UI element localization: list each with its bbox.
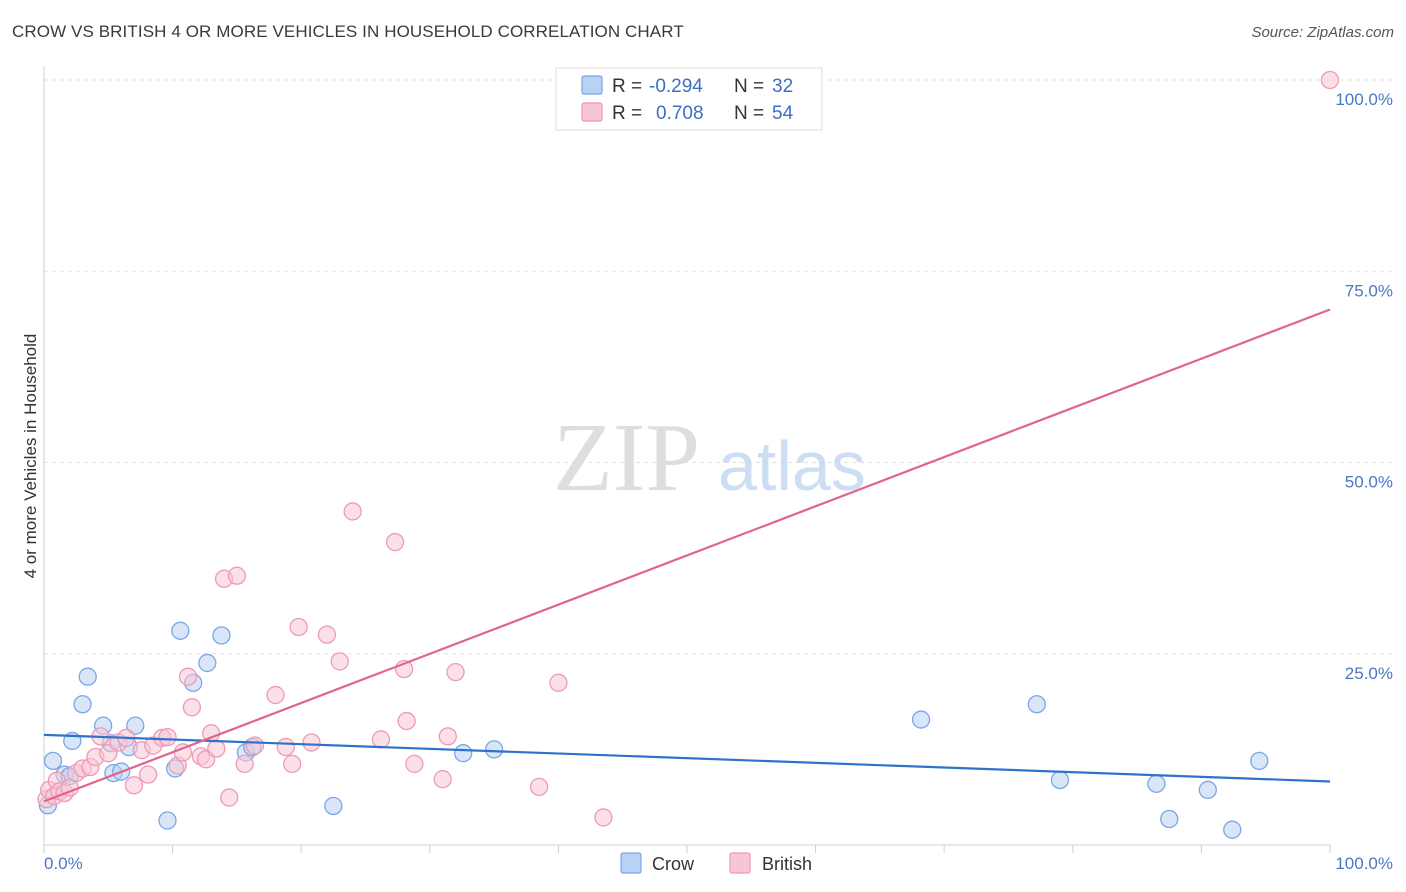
y-tick-label-75: 75.0% <box>1345 281 1393 300</box>
legend-crow-n-label: N = <box>734 76 764 97</box>
bottom-legend-swatch-british <box>729 852 751 874</box>
british-point-15 <box>124 776 144 795</box>
crow-point-26 <box>1147 774 1166 793</box>
british-point-28 <box>207 739 226 758</box>
legend-british-n-label: N = <box>734 103 764 124</box>
crow-point-14 <box>171 621 190 640</box>
bottom-legend: Crow British <box>620 852 812 874</box>
crow-point-12 <box>158 811 177 830</box>
crow-point-5 <box>78 667 97 686</box>
crow-trend-line <box>43 733 1331 783</box>
bottom-legend-crow: Crow <box>652 854 695 874</box>
british-point-34 <box>266 685 285 705</box>
british-point-37 <box>289 617 308 637</box>
crow-point-28 <box>1198 780 1217 800</box>
legend-crow-n-value: 32 <box>772 76 793 97</box>
british-points <box>37 70 1340 827</box>
tick-labels: 25.0% 50.0% 75.0% 100.0% 0.0% 100.0% <box>44 90 1393 873</box>
legend-box: R = -0.294 N = 32 R = 0.708 N = 54 <box>555 67 823 131</box>
x-tick-label-100: 100.0% <box>1335 854 1393 873</box>
british-point-46 <box>405 754 424 774</box>
crow-point-16 <box>198 653 217 673</box>
british-point-24 <box>182 698 202 717</box>
british-point-40 <box>330 652 349 671</box>
y-tick-label-100: 100.0% <box>1335 90 1393 109</box>
british-point-41 <box>343 502 362 521</box>
legend-crow-r-value: -0.294 <box>649 76 703 97</box>
crow-point-21 <box>454 744 473 763</box>
legend-british-n-value: 54 <box>772 103 794 124</box>
crow-point-30 <box>1250 751 1269 770</box>
crow-point-22 <box>484 740 504 759</box>
legend-swatch-crow <box>581 75 603 95</box>
british-point-23 <box>178 667 198 686</box>
british-point-33 <box>245 736 265 755</box>
gridlines <box>44 79 1392 655</box>
british-point-35 <box>276 737 295 757</box>
crow-point-25 <box>1050 770 1070 790</box>
british-point-51 <box>549 673 568 692</box>
british-point-52 <box>594 808 613 827</box>
british-point-38 <box>302 733 321 752</box>
british-point-43 <box>385 532 405 552</box>
british-point-48 <box>438 727 457 746</box>
british-point-47 <box>433 770 452 789</box>
british-point-53 <box>1320 70 1340 90</box>
british-point-17 <box>139 765 158 784</box>
y-tick-label-50: 50.0% <box>1345 473 1393 492</box>
legend-swatch-british <box>581 102 603 122</box>
bottom-legend-swatch-crow <box>620 852 642 874</box>
british-point-31 <box>227 566 247 585</box>
crow-point-17 <box>212 626 231 645</box>
watermark-zip: ZIP <box>553 404 700 512</box>
y-tick-label-25: 25.0% <box>1345 664 1393 683</box>
british-point-32 <box>235 754 254 774</box>
x-tick-label-0: 0.0% <box>44 854 83 873</box>
crow-point-29 <box>1223 820 1242 839</box>
crow-point-23 <box>911 710 931 729</box>
crow-point-20 <box>324 796 343 816</box>
british-point-45 <box>397 711 416 731</box>
british-point-30 <box>220 788 239 807</box>
watermark-atlas: atlas <box>718 427 866 505</box>
british-trend-line <box>43 308 1331 803</box>
british-point-39 <box>317 625 337 644</box>
crow-point-4 <box>73 695 92 714</box>
legend-british-r-label: R = <box>612 103 642 124</box>
axes <box>43 66 1331 853</box>
british-point-50 <box>529 777 549 797</box>
crow-points <box>38 621 1269 839</box>
crow-point-27 <box>1160 809 1179 829</box>
crow-point-1 <box>43 751 63 770</box>
y-axis-label: 4 or more Vehicles in Household <box>21 334 40 579</box>
british-point-49 <box>446 662 465 682</box>
british-point-20 <box>158 727 177 747</box>
crow-point-11 <box>126 716 145 735</box>
british-point-42 <box>371 730 391 749</box>
trend-lines <box>43 308 1331 803</box>
legend-crow-r-label: R = <box>612 76 642 97</box>
british-point-36 <box>283 754 302 774</box>
chart-title: CROW VS BRITISH 4 OR MORE VEHICLES IN HO… <box>12 22 684 41</box>
watermark: ZIP atlas <box>553 404 866 512</box>
crow-point-24 <box>1027 695 1046 714</box>
legend-british-r-value: 0.708 <box>656 103 704 124</box>
chart-source: Source: ZipAtlas.com <box>1251 24 1394 41</box>
bottom-legend-british: British <box>762 854 812 874</box>
